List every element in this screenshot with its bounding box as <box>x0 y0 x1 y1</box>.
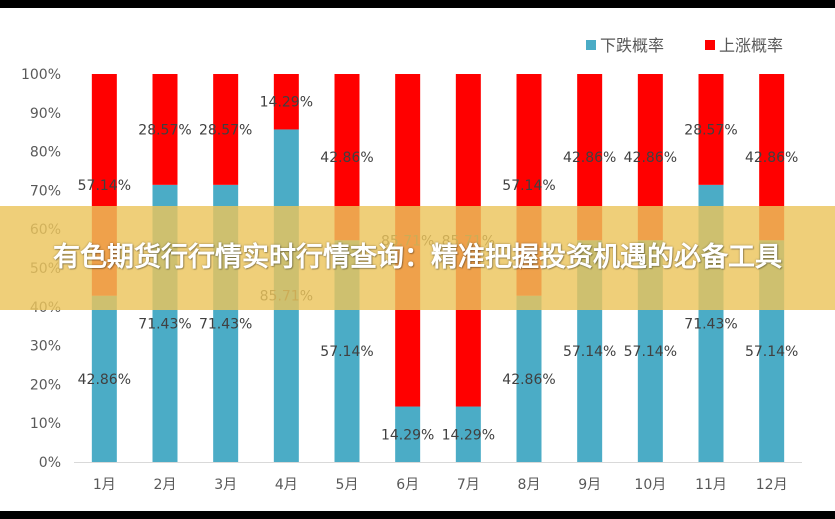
data-label-up: 42.86% <box>320 150 373 166</box>
y-tick-label: 100% <box>21 67 61 83</box>
x-tick-label: 2月 <box>154 477 177 493</box>
bar-up <box>273 74 299 130</box>
x-tick-label: 12月 <box>756 477 788 493</box>
x-tick-label: 6月 <box>396 477 419 493</box>
legend-label-down: 下跌概率 <box>600 36 664 55</box>
legend-label-up: 上涨概率 <box>719 36 783 55</box>
legend-swatch-up <box>705 40 715 50</box>
bar-down <box>395 406 421 462</box>
data-label-down: 14.29% <box>381 427 434 443</box>
bar-down <box>455 406 481 462</box>
banner-title: 有色期货行行情实时行情查询：精准把握投资机遇的必备工具 <box>53 242 782 273</box>
y-tick-label: 30% <box>30 339 61 355</box>
bar-up <box>698 74 724 185</box>
x-tick-label: 4月 <box>275 477 298 493</box>
overlay-banner: 有色期货行行情实时行情查询：精准把握投资机遇的必备工具 <box>0 206 835 310</box>
x-tick-label: 11月 <box>695 477 727 493</box>
data-label-down: 71.43% <box>684 316 737 332</box>
x-tick-label: 10月 <box>634 477 666 493</box>
x-tick-label: 5月 <box>336 477 359 493</box>
x-tick-label: 3月 <box>214 477 237 493</box>
data-label-up: 57.14% <box>502 178 555 194</box>
data-label-down: 57.14% <box>563 344 616 360</box>
x-tick-label: 9月 <box>578 477 601 493</box>
x-tick-label: 8月 <box>518 477 541 493</box>
data-label-down: 57.14% <box>745 344 798 360</box>
data-label-up: 28.57% <box>138 122 191 138</box>
data-label-up: 57.14% <box>78 178 131 194</box>
bar-up <box>213 74 239 185</box>
legend-swatch-down <box>586 40 596 50</box>
data-label-down: 57.14% <box>624 344 677 360</box>
y-tick-label: 20% <box>30 377 61 393</box>
x-tick-label: 7月 <box>457 477 480 493</box>
data-label-down: 42.86% <box>502 372 555 388</box>
data-label-up: 42.86% <box>563 150 616 166</box>
data-label-down: 57.14% <box>320 344 373 360</box>
data-label-down: 71.43% <box>138 316 191 332</box>
bar-up <box>152 74 178 185</box>
bar-down <box>91 295 117 462</box>
data-label-down: 42.86% <box>78 372 131 388</box>
data-label-up: 42.86% <box>745 150 798 166</box>
x-tick-label: 1月 <box>93 477 116 493</box>
bar-down <box>516 295 542 462</box>
y-tick-label: 0% <box>39 455 61 471</box>
data-label-up: 14.29% <box>260 95 313 111</box>
y-tick-label: 10% <box>30 416 61 432</box>
y-tick-label: 80% <box>30 145 61 161</box>
y-tick-label: 90% <box>30 106 61 122</box>
data-label-up: 28.57% <box>199 122 252 138</box>
data-label-down: 71.43% <box>199 316 252 332</box>
data-label-up: 42.86% <box>624 150 677 166</box>
y-tick-label: 70% <box>30 183 61 199</box>
data-label-up: 28.57% <box>684 122 737 138</box>
data-label-down: 14.29% <box>442 427 495 443</box>
